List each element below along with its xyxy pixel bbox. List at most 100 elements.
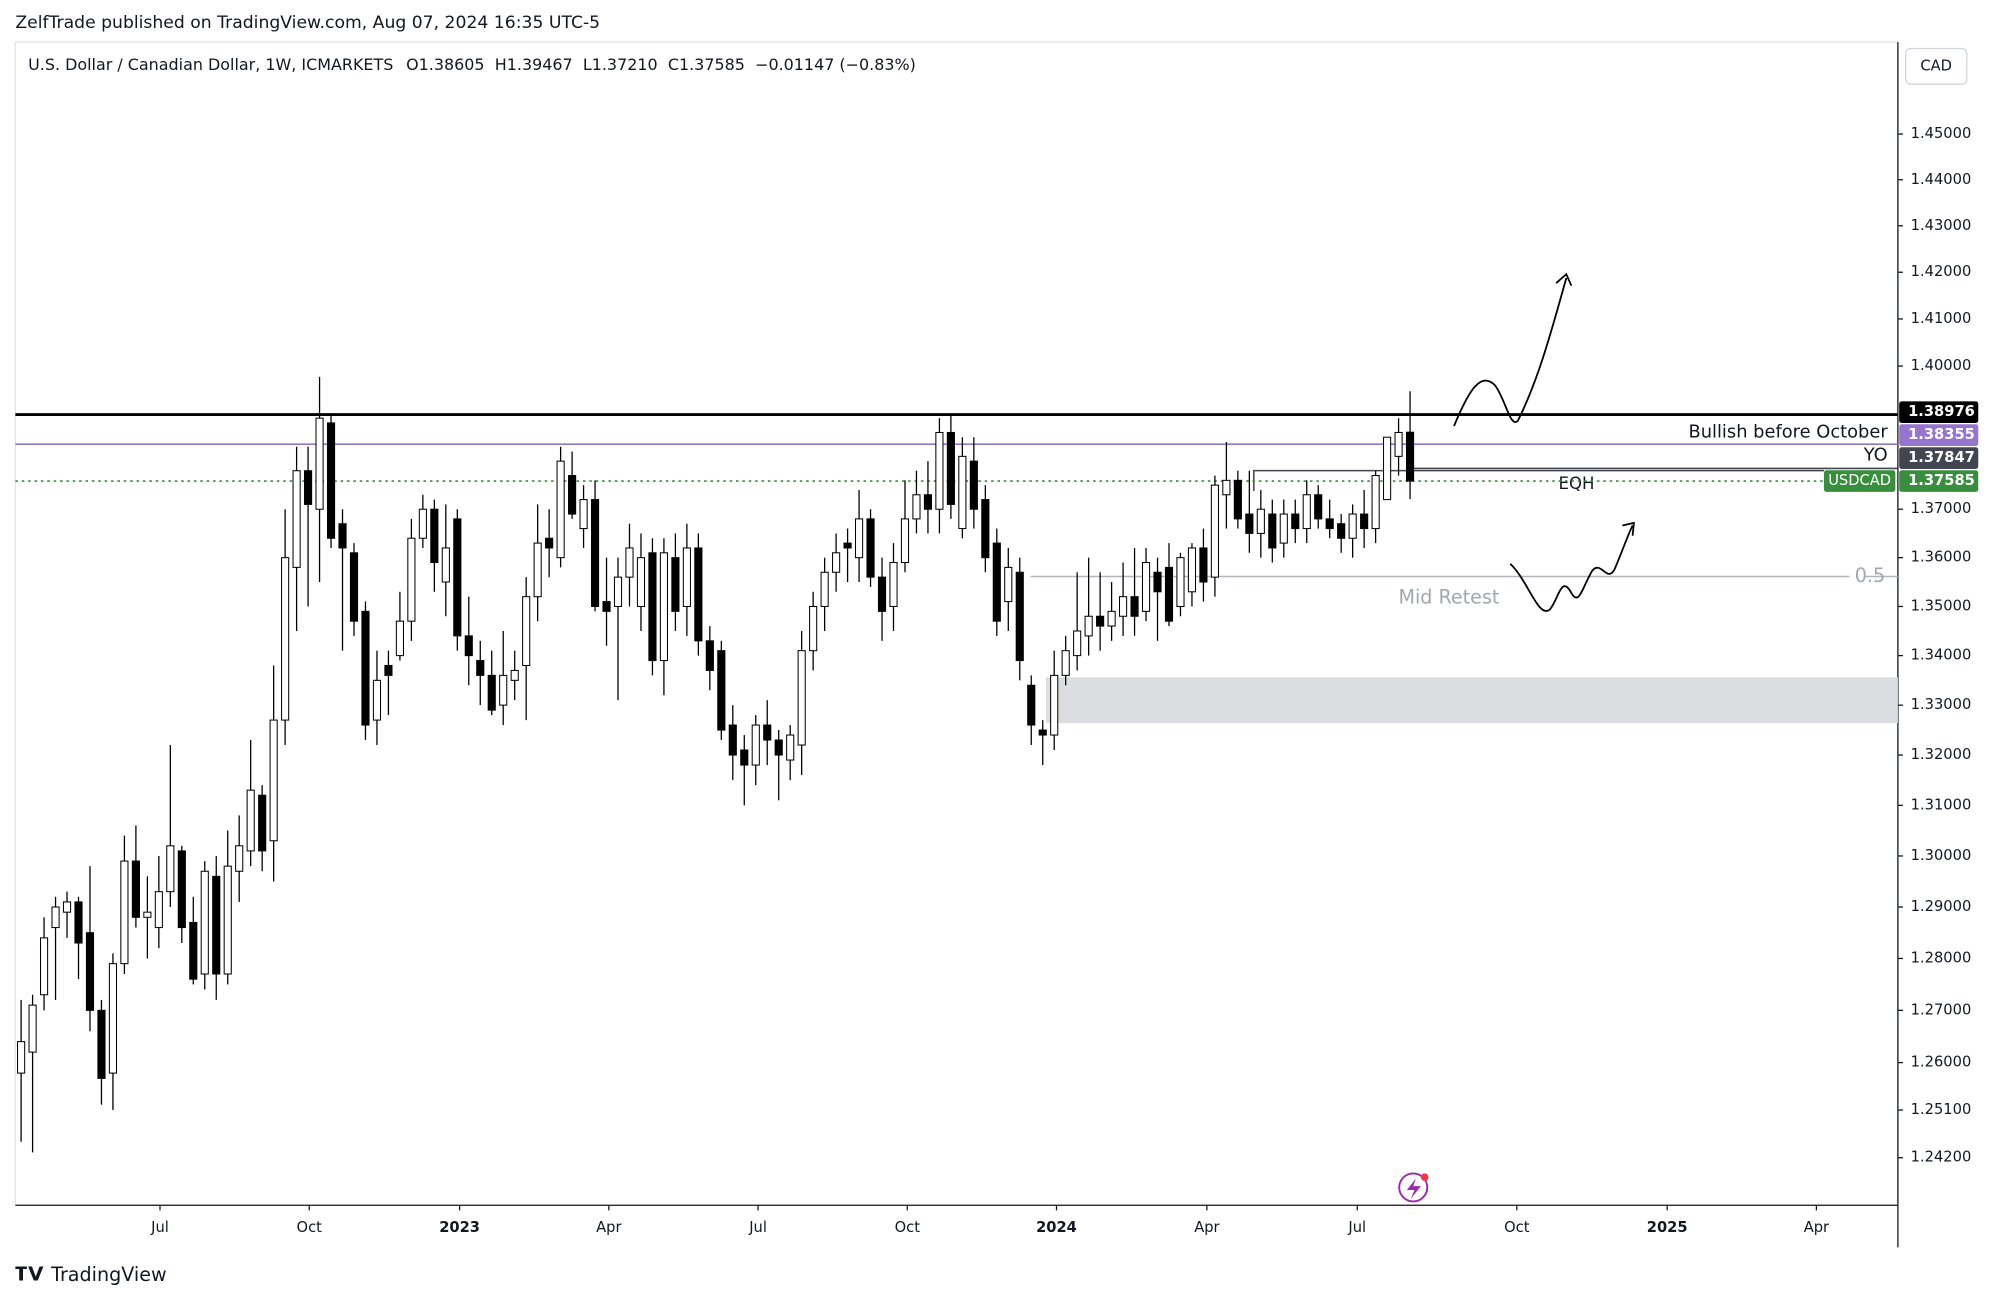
candle-body <box>545 537 554 549</box>
candle-body <box>407 537 416 622</box>
candle-body <box>361 610 370 726</box>
legend-text: U.S. Dollar / Canadian Dollar, 1W, ICMAR… <box>28 55 916 74</box>
x-tick-label: Oct <box>895 1219 921 1236</box>
candle-body <box>1176 557 1185 607</box>
y-tick-label: 1.36000 <box>1911 549 1972 566</box>
price-label: 1.38355 <box>1908 426 1975 443</box>
x-tick-label: Jul <box>150 1219 169 1236</box>
candle-body <box>476 660 485 676</box>
candle-body <box>499 674 508 706</box>
candle-body <box>464 635 473 657</box>
candle-body <box>384 664 393 676</box>
y-tick-label: 1.45000 <box>1911 125 1972 142</box>
candle-body <box>877 576 887 612</box>
candle-body <box>453 518 462 637</box>
candle-body <box>694 547 703 642</box>
candle-body <box>372 679 382 721</box>
candle-body <box>648 552 657 662</box>
candle-body <box>1107 610 1116 627</box>
demand-zone <box>1045 677 1898 724</box>
candle-body <box>1004 566 1013 603</box>
candle-body <box>1164 566 1174 622</box>
price-label: 1.38976 <box>1908 403 1975 420</box>
candle-body <box>292 470 301 568</box>
candle-body <box>832 552 841 573</box>
candle-body <box>269 719 278 842</box>
candle-body <box>705 640 714 671</box>
candle-body <box>533 542 542 598</box>
x-tick-label: 2023 <box>439 1219 480 1236</box>
candle-body <box>763 724 772 741</box>
eqh-box <box>1253 469 1824 492</box>
price-label-box <box>1899 470 1979 492</box>
candle-body <box>958 455 967 530</box>
level-name: USDCAD <box>1828 472 1891 489</box>
candle-body <box>39 937 49 996</box>
x-tick-label: Apr <box>1194 1219 1220 1236</box>
y-tick-label: 1.41000 <box>1911 310 1972 327</box>
candle-body <box>740 749 749 766</box>
y-tick-label: 1.37000 <box>1911 500 1972 517</box>
candle-body <box>166 845 175 893</box>
change: −0.01147 (−0.83%) <box>755 55 916 74</box>
fib-label: 0.5 <box>1855 564 1885 587</box>
candle-body <box>728 724 737 756</box>
candle-body <box>28 1004 37 1053</box>
candle-body <box>981 499 990 559</box>
candle-body <box>1199 547 1208 583</box>
y-tick-label: 1.32000 <box>1911 746 1972 763</box>
candle-body <box>258 794 267 852</box>
candle-body <box>177 850 186 929</box>
candle-body <box>1371 475 1380 530</box>
candle-body <box>900 518 910 564</box>
currency-button[interactable] <box>1904 47 1968 85</box>
candle-body <box>946 431 955 505</box>
open: O1.38605 <box>406 55 484 74</box>
logo <box>15 1266 44 1281</box>
candle-body <box>143 911 152 918</box>
candle-body <box>200 870 209 975</box>
y-tick-label: 1.43000 <box>1911 217 1972 234</box>
candle-body <box>97 1009 106 1079</box>
candle-body <box>613 576 623 607</box>
brand: TradingView <box>50 1263 167 1286</box>
y-tick-label: 1.29000 <box>1911 898 1972 915</box>
symbol: U.S. Dollar / Canadian Dollar, 1W, ICMAR… <box>28 55 393 74</box>
candle-body <box>1061 650 1070 676</box>
x-tick-label: 2024 <box>1036 1219 1077 1236</box>
eqh: EQH <box>1558 474 1594 493</box>
candle-body <box>1325 518 1334 530</box>
candle-body <box>751 724 760 766</box>
candle-body <box>74 901 83 944</box>
candle-body <box>889 562 898 607</box>
price-label: 1.37847 <box>1908 449 1975 466</box>
candle-body <box>1405 431 1415 482</box>
candle-body <box>1268 513 1277 549</box>
candle-body <box>1314 494 1323 520</box>
candle-body <box>1141 562 1151 612</box>
y-tick-label: 1.34000 <box>1911 647 1972 664</box>
close: C1.37585 <box>668 55 745 74</box>
y-tick-label: 1.25100 <box>1911 1101 1972 1118</box>
y-tick-label: 1.35000 <box>1911 597 1972 614</box>
candle-body <box>935 431 944 510</box>
candle-body <box>235 845 244 872</box>
y-tick-label: 1.31000 <box>1911 796 1972 813</box>
candle-body <box>326 422 336 539</box>
candle-body <box>1245 513 1254 534</box>
candle-body <box>1360 513 1369 530</box>
candle-body <box>568 475 577 515</box>
candle-body <box>223 865 232 975</box>
x-tick-label: Oct <box>1504 1219 1530 1236</box>
candle-body <box>1394 431 1403 457</box>
y-tick-label: 1.33000 <box>1911 696 1972 713</box>
candle-body <box>349 552 359 622</box>
candle-body <box>281 557 290 721</box>
high: H1.39467 <box>495 55 573 74</box>
publisher: ZelfTrade published on TradingView.com, … <box>15 13 600 33</box>
candle-body <box>395 620 404 657</box>
plot-frame <box>14 41 1899 1206</box>
level-name-box <box>1823 470 1896 492</box>
x-tick-label: Jul <box>748 1219 767 1236</box>
